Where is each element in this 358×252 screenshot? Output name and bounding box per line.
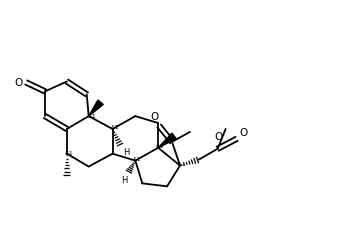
Text: &1: &1	[110, 125, 119, 130]
Text: H: H	[123, 148, 130, 156]
Text: O: O	[150, 112, 158, 122]
Text: &1: &1	[133, 156, 142, 162]
Text: O: O	[14, 78, 23, 88]
Text: O: O	[214, 131, 223, 141]
Text: H: H	[121, 175, 127, 184]
Text: &1: &1	[87, 113, 96, 118]
Text: &1: &1	[178, 162, 187, 166]
Text: O: O	[240, 128, 248, 137]
Text: &1: &1	[64, 151, 73, 155]
Text: &1: &1	[156, 144, 165, 149]
Polygon shape	[158, 134, 176, 148]
Polygon shape	[89, 101, 103, 117]
